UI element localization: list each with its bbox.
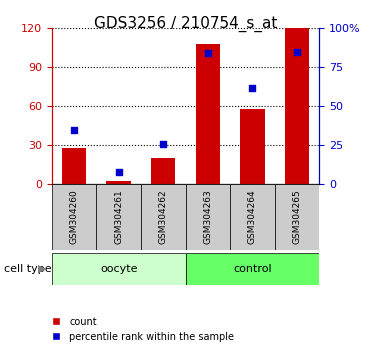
Bar <box>285 28 309 184</box>
Text: GSM304264: GSM304264 <box>248 189 257 244</box>
Legend: count, percentile rank within the sample: count, percentile rank within the sample <box>42 313 238 346</box>
Bar <box>151 158 175 184</box>
Bar <box>240 109 265 184</box>
Bar <box>62 148 86 184</box>
Point <box>160 141 166 147</box>
Text: GSM304265: GSM304265 <box>292 189 301 244</box>
FancyBboxPatch shape <box>141 184 186 250</box>
Text: cell type: cell type <box>4 264 51 274</box>
Bar <box>196 44 220 184</box>
FancyBboxPatch shape <box>52 253 186 285</box>
Point <box>205 50 211 56</box>
FancyBboxPatch shape <box>186 184 230 250</box>
FancyBboxPatch shape <box>275 184 319 250</box>
FancyBboxPatch shape <box>52 184 96 250</box>
Text: GSM304261: GSM304261 <box>114 189 123 244</box>
FancyBboxPatch shape <box>186 253 319 285</box>
Text: control: control <box>233 264 272 274</box>
Point <box>249 85 255 90</box>
Point <box>294 49 300 55</box>
Point <box>116 169 122 175</box>
Text: ▶: ▶ <box>39 264 47 274</box>
Text: GSM304262: GSM304262 <box>159 189 168 244</box>
FancyBboxPatch shape <box>96 184 141 250</box>
Text: GSM304263: GSM304263 <box>203 189 212 244</box>
Text: oocyte: oocyte <box>100 264 138 274</box>
Bar <box>106 182 131 184</box>
FancyBboxPatch shape <box>230 184 275 250</box>
Text: GDS3256 / 210754_s_at: GDS3256 / 210754_s_at <box>94 16 277 32</box>
Text: GSM304260: GSM304260 <box>70 189 79 244</box>
Point <box>71 127 77 132</box>
